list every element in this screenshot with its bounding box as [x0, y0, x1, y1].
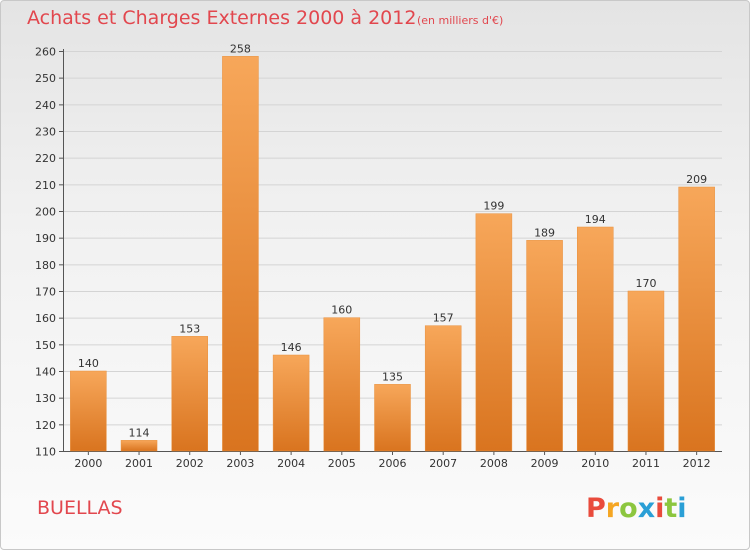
logo-letter: r [606, 493, 620, 524]
y-tick-label: 230 [35, 126, 56, 139]
bars [70, 56, 715, 452]
x-tick-label: 2010 [581, 457, 609, 470]
x-tick-label: 2000 [74, 457, 102, 470]
logo-letter: o [619, 493, 638, 524]
y-tick-label: 160 [35, 312, 56, 325]
x-tick-label: 2005 [328, 457, 356, 470]
y-tick-label: 190 [35, 232, 56, 245]
logo-letter: i [655, 493, 664, 524]
bar-value-label: 209 [686, 173, 707, 186]
x-tick-label: 2006 [379, 457, 407, 470]
bar-2008 [475, 213, 513, 452]
y-tick-label: 120 [35, 419, 56, 432]
y-tick-label: 250 [35, 72, 56, 85]
commune-name: BUELLAS [37, 497, 123, 519]
y-tick-label: 200 [35, 206, 56, 219]
bar-value-label: 135 [382, 370, 403, 383]
bar-2010 [577, 226, 614, 452]
svg-text:Proxiti: Proxiti [586, 493, 687, 524]
x-tick-label: 2008 [480, 457, 508, 470]
y-tick-label: 210 [35, 179, 56, 192]
bar-value-label: 146 [281, 341, 302, 354]
x-tick-label: 2001 [125, 457, 153, 470]
y-tick-label: 240 [35, 99, 56, 112]
x-tick-label: 2012 [683, 457, 711, 470]
bar-2009 [526, 240, 563, 452]
logo-letter: t [664, 493, 677, 524]
y-tick-label: 130 [35, 392, 56, 405]
x-tick-label: 2011 [632, 457, 660, 470]
bar-2001 [120, 440, 158, 452]
y-tick-label: 110 [35, 446, 56, 459]
bar-value-label: 170 [635, 277, 656, 290]
bar-value-label: 189 [534, 226, 555, 239]
chart-title: Achats et Charges Externes 2000 à 2012 [27, 7, 417, 29]
bar-value-label: 160 [331, 304, 352, 317]
x-tick-label: 2003 [226, 457, 254, 470]
bar-value-label: 157 [433, 312, 454, 325]
logo-letter: x [638, 493, 655, 524]
bar-2005 [323, 317, 361, 452]
chart-subtitle: (en milliers d'€) [417, 14, 504, 27]
bar-2012 [678, 186, 715, 452]
axes [59, 49, 722, 455]
bar-value-label: 258 [230, 42, 251, 55]
bar-2007 [424, 325, 462, 452]
bar-value-label: 194 [585, 213, 606, 226]
y-tick-label: 260 [35, 46, 56, 59]
bar-2000 [70, 370, 107, 452]
logo-letter: i [677, 493, 686, 524]
y-tick-label: 150 [35, 339, 56, 352]
bar-2003 [222, 56, 259, 452]
bar-value-label: 140 [78, 357, 99, 370]
y-tick-label: 220 [35, 152, 56, 165]
bar-2002 [171, 336, 208, 452]
bar-value-label: 153 [179, 322, 200, 335]
bar-2011 [627, 290, 665, 452]
y-tick-label: 180 [35, 259, 56, 272]
bar-2006 [374, 384, 411, 452]
logo-letter: P [586, 493, 606, 524]
bar-2004 [272, 354, 310, 452]
bar-value-label: 199 [483, 200, 504, 213]
x-tick-label: 2009 [531, 457, 559, 470]
bar-value-label: 114 [129, 426, 150, 439]
y-tick-label: 170 [35, 286, 56, 299]
labels: 110 120 130 140 150 160 170 180 190 200 210 220 230 2… [35, 42, 711, 470]
x-tick-label: 2007 [429, 457, 457, 470]
y-tick-label: 140 [35, 366, 56, 379]
x-tick-label: 2002 [176, 457, 204, 470]
proxiti-logo: Proxiti [586, 493, 687, 524]
x-tick-label: 2004 [277, 457, 305, 470]
